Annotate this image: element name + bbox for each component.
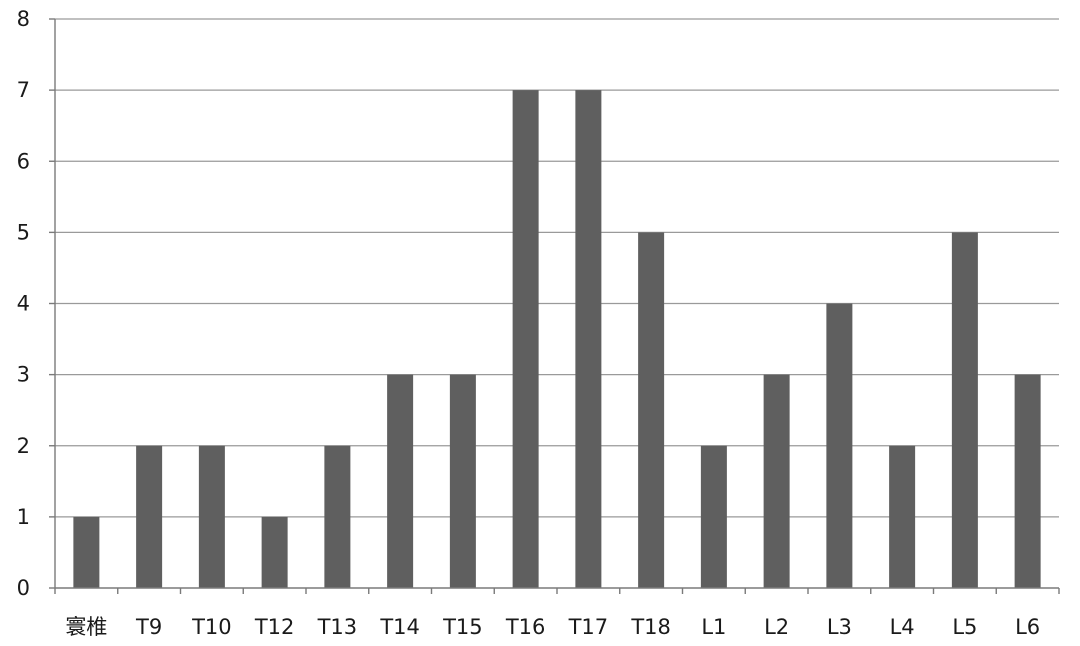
bar-T15	[449, 374, 476, 588]
x-tick-label: L1	[701, 615, 726, 639]
x-tick-label: T9	[135, 615, 162, 639]
x-tick-label: T18	[630, 615, 671, 639]
x-tick-label: T10	[191, 615, 232, 639]
bar-L6	[1014, 374, 1041, 588]
y-tick-label: 5	[17, 220, 30, 244]
x-tick-label: T15	[442, 615, 483, 639]
x-tick-labels: 寰椎 T9 T10 T12 T13 T14 T15 T16 T17 T18 L1 L2 L3 L4 L5 L6	[65, 615, 1040, 639]
bar-T18	[638, 232, 665, 588]
x-tick-label: L2	[764, 615, 789, 639]
x-tick-label: L5	[952, 615, 977, 639]
bar-L3	[826, 303, 853, 588]
bar-L1	[700, 445, 727, 588]
bar-T16	[512, 90, 539, 588]
x-tick-label: T17	[568, 615, 609, 639]
bar-寰椎	[73, 516, 100, 588]
y-tick-label: 0	[17, 576, 30, 600]
bar-series	[73, 90, 1041, 588]
y-tick-label: 8	[17, 7, 30, 31]
x-tick-label: T16	[505, 615, 546, 639]
x-tick-label: T13	[317, 615, 358, 639]
y-tick-label: 6	[17, 149, 30, 173]
x-tick-label: L6	[1015, 615, 1040, 639]
y-tick-label: 7	[17, 78, 30, 102]
x-tick-label: T14	[379, 615, 420, 639]
axes	[49, 18, 1060, 594]
y-tick-labels: 0 1 2 3 4 5 6 7 8	[17, 7, 30, 600]
bar-T17	[575, 90, 602, 588]
bar-L4	[889, 445, 916, 588]
bar-T12	[261, 516, 288, 588]
y-tick-label: 4	[17, 292, 30, 316]
bar-T13	[324, 445, 351, 588]
bar-T9	[136, 445, 163, 588]
x-tick-label: T12	[254, 615, 295, 639]
bar-L5	[951, 232, 978, 588]
gridlines	[55, 18, 1059, 518]
y-tick-label: 2	[17, 434, 30, 458]
x-tick-label: 寰椎	[65, 615, 107, 639]
bar-T10	[198, 445, 225, 588]
bar-T14	[387, 374, 414, 588]
y-tick-label: 1	[17, 505, 30, 529]
x-tick-label: L4	[890, 615, 915, 639]
x-tick-label: L3	[827, 615, 852, 639]
y-tick-label: 3	[17, 363, 30, 387]
bar-L2	[763, 374, 790, 588]
